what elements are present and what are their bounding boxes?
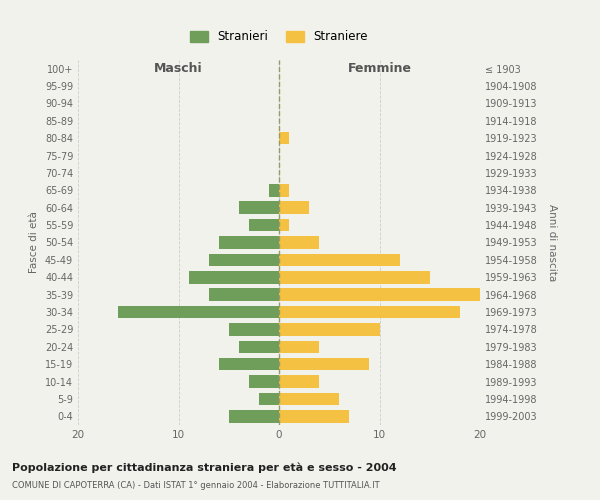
Bar — [279, 392, 340, 405]
Bar — [269, 184, 279, 196]
Bar — [279, 288, 480, 301]
Bar — [279, 219, 289, 232]
Bar — [279, 358, 370, 370]
Bar — [249, 219, 279, 232]
Bar — [279, 202, 309, 214]
Bar — [209, 288, 279, 301]
Y-axis label: Anni di nascita: Anni di nascita — [547, 204, 557, 281]
Bar — [118, 306, 279, 318]
Y-axis label: Fasce di età: Fasce di età — [29, 212, 39, 274]
Bar — [218, 358, 279, 370]
Text: Femmine: Femmine — [347, 62, 412, 74]
Bar — [279, 184, 289, 196]
Bar — [279, 254, 400, 266]
Legend: Stranieri, Straniere: Stranieri, Straniere — [185, 26, 373, 48]
Bar — [279, 271, 430, 283]
Bar — [209, 254, 279, 266]
Bar — [218, 236, 279, 249]
Bar — [239, 202, 279, 214]
Bar — [249, 376, 279, 388]
Bar — [259, 392, 279, 405]
Text: Maschi: Maschi — [154, 62, 203, 74]
Bar — [279, 236, 319, 249]
Bar — [279, 323, 380, 336]
Bar — [279, 376, 319, 388]
Bar — [188, 271, 279, 283]
Bar — [279, 410, 349, 422]
Bar — [229, 410, 279, 422]
Bar — [239, 340, 279, 353]
Text: COMUNE DI CAPOTERRA (CA) - Dati ISTAT 1° gennaio 2004 - Elaborazione TUTTITALIA.: COMUNE DI CAPOTERRA (CA) - Dati ISTAT 1°… — [12, 481, 380, 490]
Bar — [229, 323, 279, 336]
Bar — [279, 132, 289, 144]
Bar — [279, 340, 319, 353]
Text: Popolazione per cittadinanza straniera per età e sesso - 2004: Popolazione per cittadinanza straniera p… — [12, 462, 397, 473]
Bar — [279, 306, 460, 318]
